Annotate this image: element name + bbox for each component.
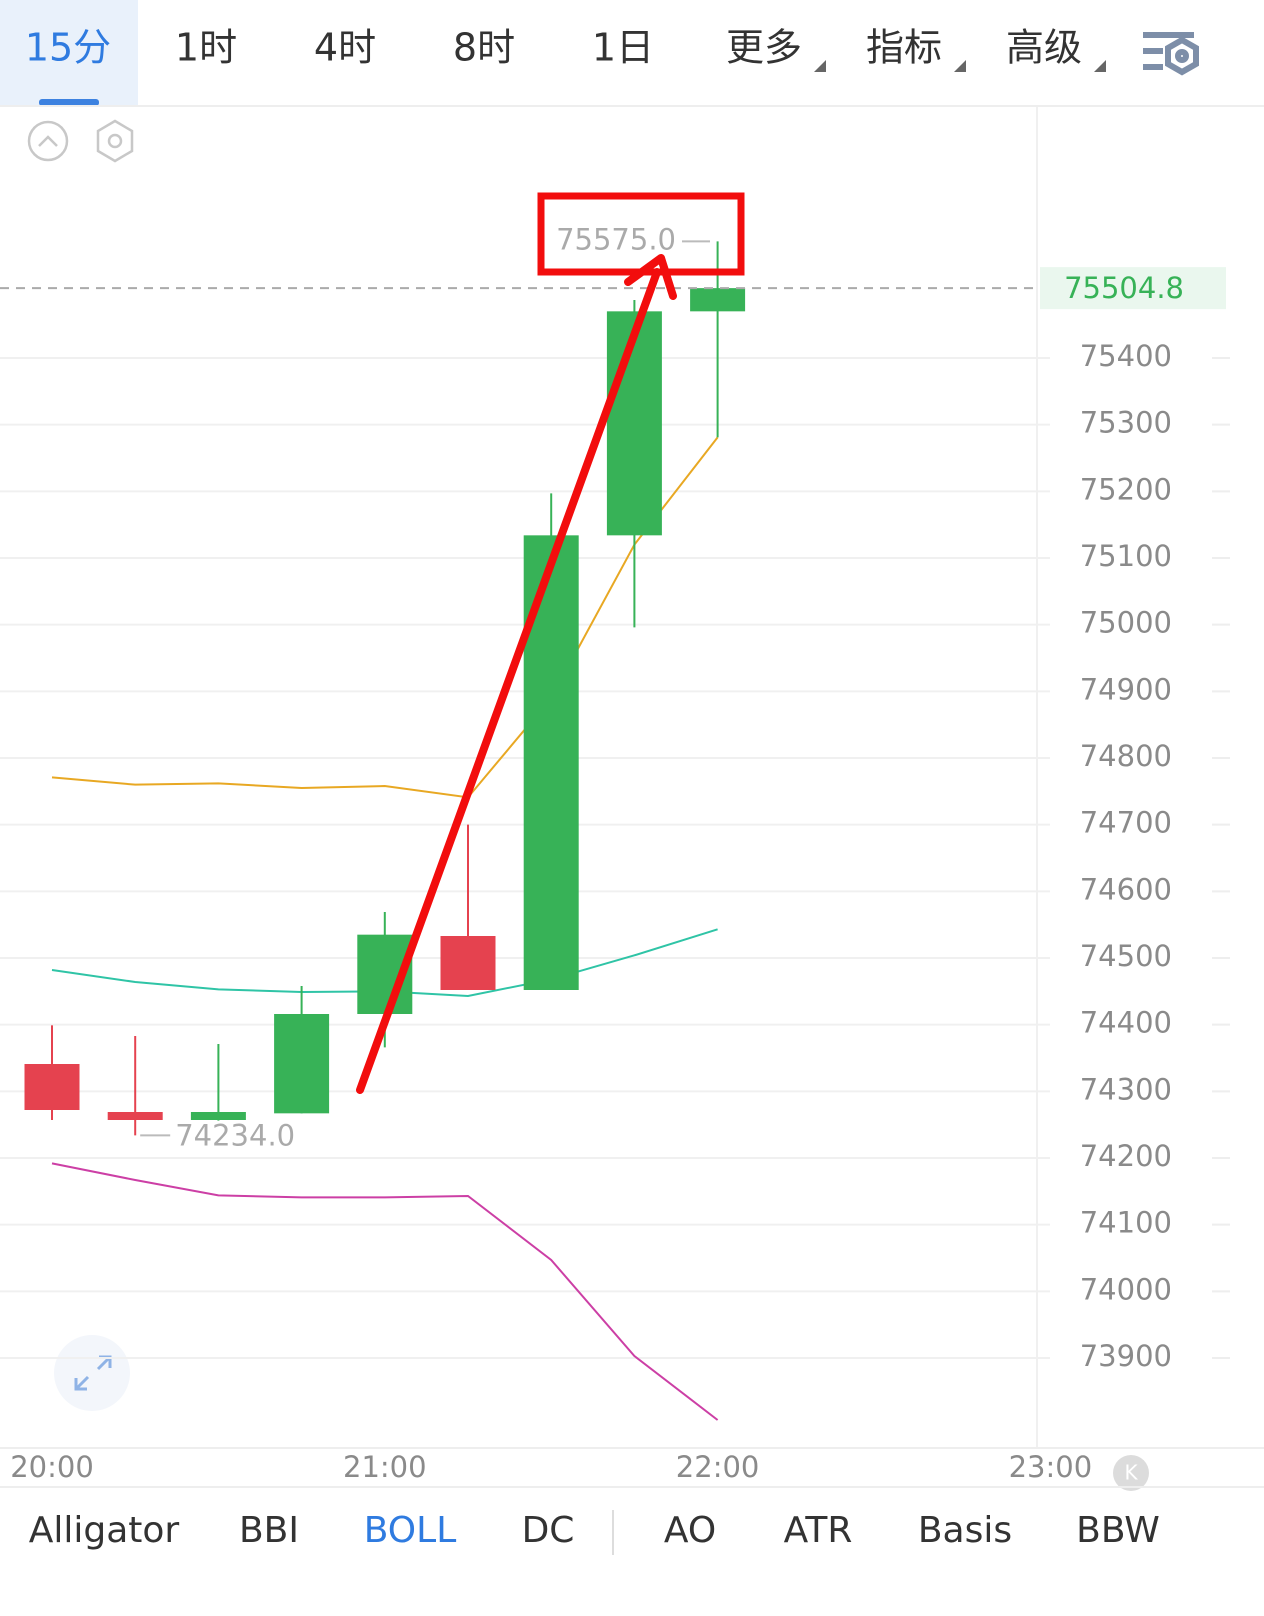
y-tick-label: 75400 <box>1080 339 1172 373</box>
tab[interactable]: 更多 <box>726 26 802 70</box>
x-tick-label: 22:00 <box>676 1450 760 1484</box>
k-icon[interactable] <box>1113 1455 1149 1491</box>
y-tick-label: 74200 <box>1080 1139 1172 1173</box>
collapse-icon[interactable] <box>27 120 69 162</box>
candle-body <box>523 535 579 990</box>
y-tick-label: 75100 <box>1080 539 1172 573</box>
expand-button[interactable] <box>54 1335 130 1411</box>
arrow-head <box>624 254 677 300</box>
x-tick-label: 20:00 <box>10 1450 94 1484</box>
collapse-caret <box>38 135 58 147</box>
indicator-tab[interactable]: Basis <box>918 1510 1012 1551</box>
tab[interactable]: 4时 <box>314 26 376 70</box>
band-line <box>51 436 719 799</box>
indicator-tab[interactable]: Alligator <box>29 1510 180 1551</box>
dropdown-triangle <box>954 60 966 72</box>
y-tick-label: 75200 <box>1080 472 1172 506</box>
y-tick-label: 74900 <box>1080 672 1172 706</box>
dropdown-triangle <box>814 60 826 72</box>
tab[interactable]: 指标 <box>866 26 942 70</box>
candle-body <box>190 1112 246 1120</box>
y-tick-label: 74300 <box>1080 1072 1172 1106</box>
tab-bar: 15分 1时 4时 8时 1日 更多 指标 高级 <box>25 26 1106 72</box>
band-line <box>51 1162 719 1421</box>
y-tick-label: 74500 <box>1080 939 1172 973</box>
k-icon-letter: K <box>1124 1461 1138 1485</box>
settings-icon[interactable] <box>1143 32 1199 76</box>
settings-hex-icon[interactable] <box>96 119 134 163</box>
y-tick-label: 74000 <box>1080 1272 1172 1306</box>
indicator-tab[interactable]: DC <box>522 1510 575 1551</box>
tab[interactable]: 高级 <box>1006 26 1082 70</box>
x-tick-label: 23:00 <box>1009 1450 1093 1484</box>
tab-indicator <box>39 99 99 106</box>
candle-body <box>690 288 746 312</box>
candle-body <box>107 1112 163 1120</box>
selected-tab-bg <box>0 0 138 105</box>
y-tick-label: 75000 <box>1080 606 1172 640</box>
candle-body <box>274 1014 330 1114</box>
plot-area: 73900 74000 74100 74200 74300 74400 74500 74600… <box>0 222 1230 1484</box>
y-tick-label: 74700 <box>1080 806 1172 840</box>
indicator-tab[interactable]: BBI <box>239 1510 299 1551</box>
y-tick-label: 74400 <box>1080 1006 1172 1040</box>
dropdown-triangle <box>1094 60 1106 72</box>
indicator-tab[interactable]: AO <box>664 1510 716 1551</box>
y-tick-label: 75300 <box>1080 406 1172 440</box>
last-price-label: 75504.8 <box>1064 271 1184 305</box>
high-label: 75575.0 <box>556 222 676 256</box>
arrow-shaft <box>356 268 661 1094</box>
indicator-tab[interactable]: BOLL <box>364 1510 457 1551</box>
tab[interactable]: 1日 <box>592 26 654 70</box>
indicator-tab[interactable]: BBW <box>1076 1510 1160 1551</box>
y-tick-label: 74800 <box>1080 739 1172 773</box>
x-tick-label: 21:00 <box>343 1450 427 1484</box>
y-tick-label: 74100 <box>1080 1206 1172 1240</box>
y-tick-label: 73900 <box>1080 1339 1172 1373</box>
settings-hex-dot <box>107 133 123 149</box>
y-tick-label: 74600 <box>1080 872 1172 906</box>
candle-body <box>24 1064 80 1110</box>
indicator-bar: Alligator BBI BOLL DC AO ATR Basis BBW <box>29 1510 1160 1551</box>
tab[interactable]: 1时 <box>175 26 237 70</box>
tab[interactable]: 15分 <box>25 26 111 70</box>
candle-body <box>606 311 662 536</box>
low-label: 74234.0 <box>175 1118 295 1152</box>
last-price-bg <box>1040 267 1226 310</box>
indicator-tab[interactable]: ATR <box>784 1510 853 1551</box>
tab[interactable]: 8时 <box>453 26 515 70</box>
candle-body <box>440 936 496 990</box>
